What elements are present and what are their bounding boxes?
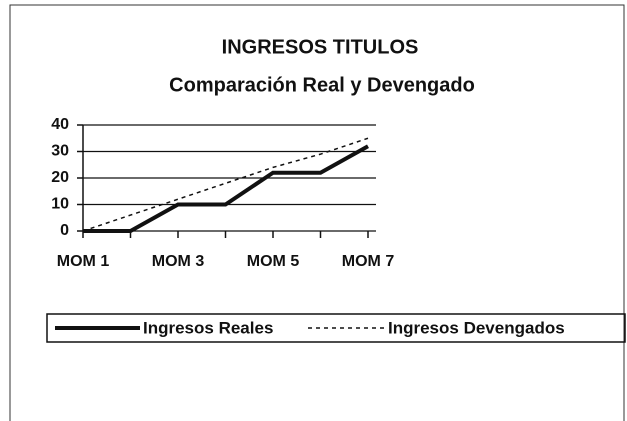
y-tick-label: 0 [60, 222, 69, 239]
legend-label: Ingresos Devengados [388, 318, 565, 337]
x-tick-label: MOM 1 [56, 253, 110, 270]
chart-title: INGRESOS TITULOS [222, 36, 419, 58]
legend-label: Ingresos Reales [143, 318, 273, 337]
y-tick-label: 10 [51, 196, 69, 213]
frame [9, 4, 625, 421]
x-tick-label: MOM 5 [246, 253, 300, 270]
legend-box [46, 313, 626, 343]
series-line [82, 137, 369, 232]
x-tick-label: MOM 7 [341, 253, 395, 270]
y-tick-label: 30 [51, 143, 69, 160]
series-line [83, 144, 369, 233]
y-tick-label: 20 [51, 169, 69, 186]
chart-subtitle: Comparación Real y Devengado [169, 74, 475, 96]
x-tick-label: MOM 3 [151, 253, 205, 270]
y-tick-label: 40 [51, 116, 69, 133]
